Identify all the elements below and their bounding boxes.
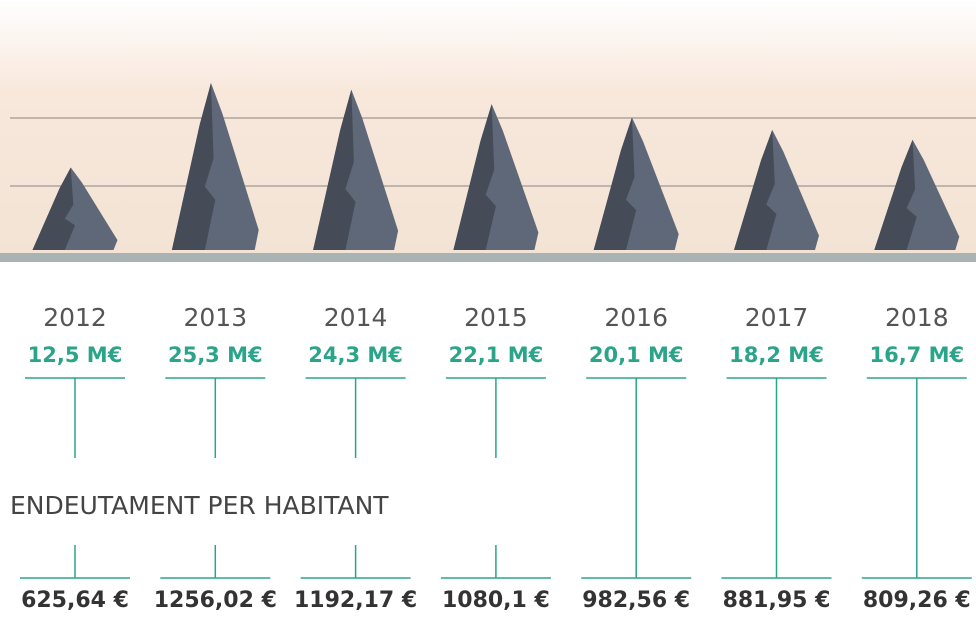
- value-label: 22,1 M€: [449, 343, 544, 367]
- year-label: 2018: [885, 303, 949, 332]
- year-label: 2016: [604, 303, 668, 332]
- chart: ENDEUTAMENT PER HABITANT 2012 12,5 M€ 625,…: [0, 0, 976, 615]
- per-capita-label: 625,64 €: [21, 588, 129, 613]
- value-label: 16,7 M€: [869, 343, 964, 367]
- value-label: 20,1 M€: [589, 343, 684, 367]
- year-label: 2014: [324, 303, 388, 332]
- per-capita-title: ENDEUTAMENT PER HABITANT: [10, 491, 389, 520]
- per-capita-label: 881,95 €: [723, 588, 831, 613]
- per-capita-label: 809,26 €: [863, 588, 971, 613]
- per-capita-label: 1256,02 €: [154, 588, 277, 613]
- year-label: 2013: [183, 303, 247, 332]
- year-label: 2015: [464, 303, 528, 332]
- value-label: 18,2 M€: [729, 343, 824, 367]
- value-label: 24,3 M€: [308, 343, 403, 367]
- value-label: 25,3 M€: [168, 343, 263, 367]
- per-capita-label: 1192,17 €: [294, 588, 417, 613]
- year-label: 2017: [745, 303, 809, 332]
- per-capita-label: 1080,1 €: [442, 588, 550, 613]
- year-label: 2012: [43, 303, 107, 332]
- value-label: 12,5 M€: [28, 343, 123, 367]
- ground: [0, 253, 976, 262]
- per-capita-label: 982,56 €: [582, 588, 690, 613]
